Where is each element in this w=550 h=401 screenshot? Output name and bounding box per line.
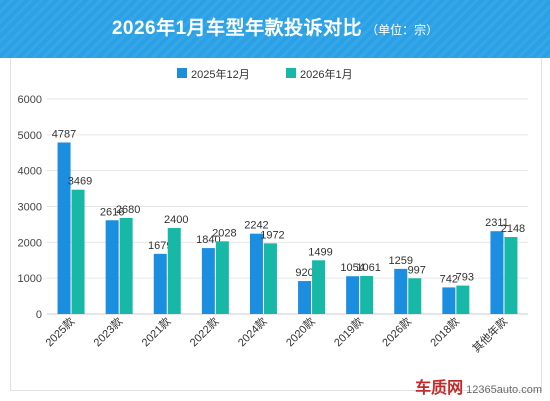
chart-unit: （单位：宗） (366, 23, 439, 37)
bar (312, 260, 326, 314)
data-label: 2028 (212, 227, 236, 239)
bar (119, 217, 133, 314)
data-label: 2400 (164, 214, 188, 226)
legend-swatch (286, 68, 296, 78)
data-label: 742 (440, 273, 458, 285)
x-tick-label: 2018款 (427, 314, 462, 349)
data-label: 1972 (260, 229, 284, 241)
bar (249, 233, 263, 314)
data-label: 1499 (308, 246, 332, 258)
x-tick-label: 2019款 (331, 314, 366, 349)
bar (71, 189, 85, 314)
bar (298, 281, 312, 314)
data-label: 1679 (148, 240, 172, 252)
bar (360, 275, 374, 314)
x-tick-label: 2024款 (235, 314, 270, 349)
bar (105, 220, 119, 314)
y-tick-label: 4000 (18, 166, 42, 178)
y-tick-label: 1000 (18, 273, 42, 285)
bar (456, 285, 470, 314)
bar (153, 253, 167, 314)
data-label: 793 (456, 272, 474, 284)
bar (215, 241, 229, 314)
x-tick-label: 2023款 (90, 314, 125, 349)
bar (57, 142, 71, 314)
y-tick-label: 0 (36, 309, 42, 321)
bar (490, 231, 504, 314)
data-label: 3469 (68, 176, 92, 188)
chart-title-band: 2026年1月车型年款投诉对比 （单位：宗） (0, 0, 550, 58)
legend-label: 2026年1月 (300, 67, 353, 81)
data-label: 2616 (100, 206, 124, 218)
x-tick-label: 其他年款 (469, 314, 510, 355)
data-label: 1054 (340, 262, 364, 274)
x-tick-label: 2020款 (283, 314, 318, 349)
bar (394, 268, 408, 314)
data-label: 1259 (389, 255, 413, 267)
data-label: 1840 (196, 234, 220, 246)
data-label: 920 (295, 267, 313, 279)
data-label: 2680 (116, 204, 140, 216)
data-label: 2242 (244, 220, 268, 232)
x-tick-label: 2026款 (379, 314, 414, 349)
watermark-site: 12365auto.com (466, 384, 542, 396)
bar (346, 276, 360, 314)
y-tick-label: 3000 (18, 202, 42, 214)
data-label: 4787 (52, 128, 76, 140)
x-tick-label: 2022款 (186, 314, 221, 349)
data-label: 1061 (356, 262, 380, 274)
chart-title: 2026年1月车型年款投诉对比 (111, 18, 363, 39)
bar (408, 278, 422, 314)
bar-chart: 6000 5000 4000 3000 2000 1000 0 2025年12月 2026年1月… (18, 67, 528, 355)
y-tick-label: 2000 (18, 237, 42, 249)
data-label: 997 (408, 264, 426, 276)
bar (167, 228, 181, 314)
data-label: 2148 (501, 223, 525, 235)
y-tick-label: 5000 (18, 130, 42, 142)
bar (504, 237, 518, 314)
x-tick-label: 2021款 (138, 314, 173, 349)
legend-label: 2025年12月 (191, 67, 250, 81)
chart-frame (10, 58, 542, 391)
y-tick-label: 6000 (18, 94, 42, 106)
watermark: 车质网 12365auto.com (415, 374, 542, 398)
watermark-logo: 车质网 (415, 380, 464, 397)
legend-swatch (177, 68, 187, 78)
bar (442, 287, 456, 314)
bar (201, 248, 215, 314)
bar (263, 243, 277, 314)
x-tick-label: 2025款 (42, 314, 77, 349)
data-label: 2311 (485, 217, 509, 229)
